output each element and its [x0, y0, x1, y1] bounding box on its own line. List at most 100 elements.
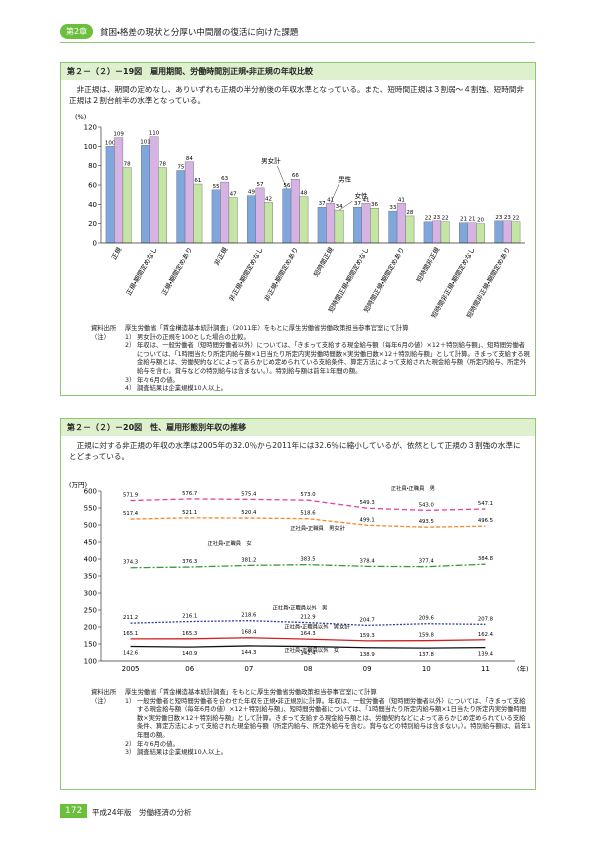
page-number: 172 [60, 804, 88, 818]
figure-label: 第２－（２）－20図 [67, 423, 143, 432]
note-number: 4） [125, 385, 136, 393]
bar [122, 167, 132, 244]
bar [511, 221, 521, 244]
value-label: 499.1 [360, 517, 375, 523]
value-label: 518.6 [300, 511, 316, 517]
note-number: 1） [125, 697, 136, 705]
bar [502, 220, 512, 244]
bar [141, 145, 150, 244]
x-tick-label: 非正規 [212, 245, 230, 267]
series-label: 正社員・正職員 女 [207, 539, 252, 547]
line-series [130, 498, 486, 512]
value-label: 517.4 [123, 511, 139, 517]
note-number: 2） [125, 342, 136, 350]
value-label: 576.7 [182, 491, 197, 497]
x-tick-label: 11 [481, 665, 490, 673]
value-label: 549.3 [360, 500, 375, 506]
line-series [130, 620, 486, 627]
x-tick-label: 07 [244, 665, 253, 673]
note-row: 4） 調査結果は企業規模10人以上。 [91, 385, 531, 394]
note-number: 2） [125, 740, 136, 748]
value-label: 57 [257, 182, 264, 188]
bar [494, 220, 504, 244]
value-label: 22 [425, 216, 432, 222]
value-label: 573.0 [300, 492, 316, 498]
value-label: 34 [336, 204, 343, 210]
source-label: 資料出所 [91, 325, 117, 332]
value-label: 211.2 [123, 615, 138, 621]
x-tick-label: 09 [363, 665, 372, 673]
bar [299, 196, 309, 244]
figure-title: 雇用期間、労働時間別正規・非正規の年収比較 [150, 67, 313, 76]
bar [184, 161, 194, 244]
source-text: 厚生労働省「賃金構造基本統計調査」をもとに厚生労働省労働政策担当参事官室にて計算 [125, 689, 377, 696]
callout-line [330, 184, 340, 204]
series-label: 正社員・正職員 男 [391, 484, 435, 492]
value-label: 165.3 [182, 631, 197, 637]
x-tick-label: 正規・期間定めなし [124, 246, 159, 297]
x-tick-label: 2005 [122, 665, 140, 673]
value-label: 207.8 [478, 616, 494, 622]
y-tick-label: 450 [84, 539, 97, 547]
bar [264, 202, 273, 244]
value-label: 165.1 [123, 631, 138, 637]
note-text: 年々6月の値。 [137, 376, 179, 384]
note-text: 調査結果は企業規模10人以上。 [137, 385, 227, 393]
value-label: 377.4 [419, 559, 435, 565]
source-text: 厚生労働省「賃金構造基本統計調査」（2011年）をもとに厚生労働省労働政策担当参… [125, 325, 409, 332]
figure-title-bar: 第２－（２）－20図 性、雇用形態別年収の推移 [61, 419, 535, 436]
note-number: 3） [125, 376, 136, 384]
y-tick-label: 200 [84, 624, 97, 632]
value-label: 142.6 [123, 651, 139, 657]
note-label: （注） [91, 697, 110, 705]
y-unit: (%) [75, 113, 86, 121]
value-label: 493.5 [419, 519, 434, 525]
value-label: 137.8 [419, 652, 435, 658]
value-label: 209.6 [419, 616, 435, 622]
value-label: 496.5 [478, 518, 493, 524]
figure-box: 第２－（２）－20図 性、雇用形態別年収の推移 正規に対する非正規の年収の水準は2… [60, 418, 536, 790]
bar [105, 146, 115, 244]
source-row: 資料出所 厚生労働省「賃金構造基本統計調査」（2011年）をもとに厚生労働省労働政… [91, 325, 531, 334]
bar [326, 203, 336, 244]
y-tick-label: 60 [88, 182, 97, 190]
bar [467, 222, 477, 244]
bar [211, 189, 221, 244]
value-label: 21 [469, 217, 476, 223]
bar [396, 203, 406, 244]
note-label [91, 385, 125, 394]
bar [432, 220, 442, 244]
series-label: 正社員・正職員以外 男 [273, 604, 328, 612]
value-label: 23 [433, 215, 440, 221]
value-label: 520.4 [241, 510, 257, 516]
value-label: 84 [186, 156, 193, 162]
value-label: 140.9 [182, 651, 197, 657]
figure-label: 第２－（２）－19図 [67, 67, 143, 76]
value-label: 42 [265, 196, 272, 202]
y-tick-label: 550 [84, 505, 97, 513]
value-label: 101 [140, 139, 151, 145]
x-tick-label: 非正規・期間定めあり [262, 245, 300, 302]
figure-notes: 資料出所 厚生労働省「賃金構造基本統計調査」（2011年）をもとに厚生労働省労働政… [91, 325, 531, 394]
value-label: 78 [159, 162, 166, 168]
bar [220, 181, 230, 244]
value-label: 23 [504, 215, 511, 221]
value-label: 41 [363, 197, 370, 203]
value-label: 144.3 [241, 650, 256, 656]
figure-box: 第２－（２）－19図 雇用期間、労働時間別正規・非正規の年収比較 非正規は、期間の… [60, 62, 536, 396]
bar [158, 167, 167, 244]
value-label: 33 [389, 205, 396, 211]
value-label: 23 [495, 215, 502, 221]
y-tick-label: 500 [84, 522, 97, 530]
value-label: 22 [512, 216, 519, 222]
line-series [130, 517, 486, 528]
note-label [91, 342, 125, 376]
series-label: 正社員・正職員以外 女 [284, 646, 339, 654]
value-label: 109 [113, 132, 124, 138]
value-label: 41 [327, 197, 334, 203]
y-tick-label: 350 [84, 573, 97, 581]
bar [228, 197, 238, 244]
value-label: 56 [283, 183, 290, 189]
